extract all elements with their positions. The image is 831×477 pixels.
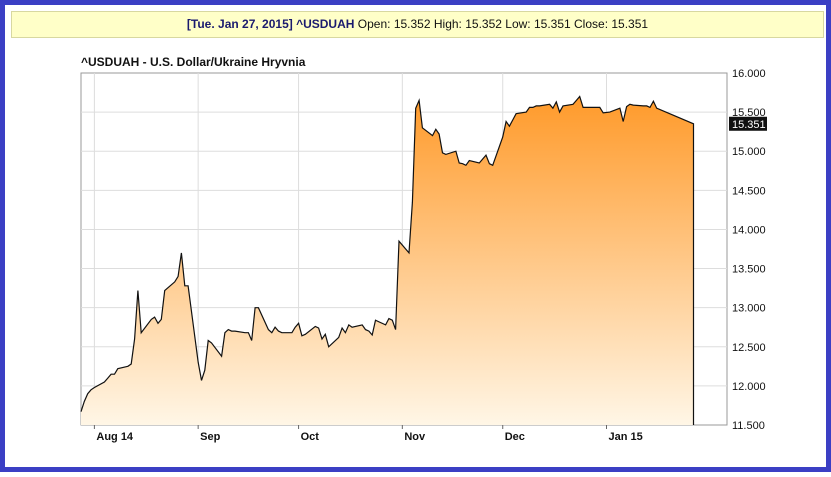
quote-date: [Tue. Jan 27, 2015] (186, 17, 293, 31)
price-line (80, 95, 695, 425)
open-label: Open: (357, 17, 391, 31)
y-tick-label: 12.000 (732, 381, 766, 393)
x-tick-label: Dec (505, 431, 525, 443)
quote-summary-bar: [Tue. Jan 27, 2015] ^USDUAH Open: 15.352… (11, 11, 824, 38)
x-axis: Aug 14 Sep Oct Nov Dec Jan 15 (93, 425, 643, 443)
close-label: Close: (574, 17, 609, 31)
x-tick-label: Oct (301, 431, 320, 443)
y-tick-label: 11.500 (732, 420, 765, 432)
y-tick-label: 14.500 (732, 185, 766, 197)
y-tick-label: 15.500 (732, 107, 766, 119)
quote-symbol: ^USDUAH (296, 17, 355, 31)
price-area (81, 96, 694, 425)
close-value: 15.351 (611, 17, 649, 31)
x-tick-label: Nov (404, 431, 426, 443)
y-tick-label: 13.000 (732, 303, 766, 315)
y-tick-label: 14.000 (732, 224, 766, 236)
x-tick-label: Jan 15 (609, 431, 643, 443)
low-label: Low: (505, 17, 531, 31)
last-value-label: 15.351 (732, 119, 766, 131)
y-tick-label: 12.500 (732, 342, 766, 354)
x-tick-label: Sep (200, 431, 220, 443)
chart-title: ^USDUAH - U.S. Dollar/Ukraine Hryvnia (81, 55, 306, 69)
last-value-marker: 15.351 (729, 116, 767, 131)
y-tick-label: 13.500 (732, 264, 766, 276)
low-value: 15.351 (533, 17, 571, 31)
open-value: 15.352 (393, 17, 431, 31)
last-value-box (729, 116, 767, 131)
high-label: High: (433, 17, 462, 31)
price-chart: 11.500 12.000 12.500 13.000 13.500 14.000 14.5… (80, 68, 767, 443)
y-tick-label: 16.000 (732, 68, 766, 80)
y-tick-label: 15.000 (732, 146, 766, 158)
high-value: 15.352 (465, 17, 502, 31)
x-tick-label: Aug 14 (96, 431, 134, 443)
y-axis: 11.500 12.000 12.500 13.000 13.500 14.000 14.5… (732, 68, 766, 432)
